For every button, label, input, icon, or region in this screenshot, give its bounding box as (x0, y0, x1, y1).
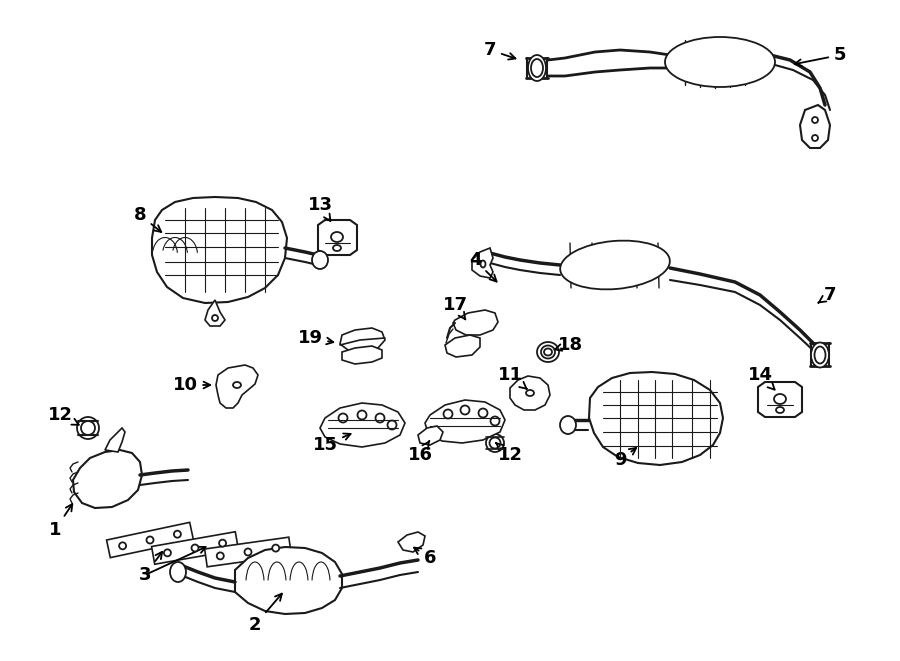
Ellipse shape (233, 382, 241, 388)
Polygon shape (445, 335, 480, 357)
Text: 10: 10 (173, 376, 211, 394)
Text: 3: 3 (139, 552, 162, 584)
Ellipse shape (312, 251, 328, 269)
Polygon shape (800, 105, 830, 148)
Ellipse shape (147, 537, 154, 543)
Ellipse shape (272, 545, 279, 551)
Text: 13: 13 (308, 196, 332, 221)
Text: 6: 6 (414, 547, 436, 567)
Ellipse shape (192, 545, 199, 551)
Ellipse shape (812, 135, 818, 141)
Ellipse shape (481, 260, 485, 268)
Text: 18: 18 (554, 336, 582, 354)
Text: 9: 9 (614, 448, 636, 469)
Polygon shape (106, 522, 194, 558)
Ellipse shape (77, 417, 99, 439)
Polygon shape (472, 248, 493, 278)
Polygon shape (73, 450, 142, 508)
Text: 19: 19 (298, 329, 333, 347)
Ellipse shape (812, 117, 818, 123)
Text: 4: 4 (469, 251, 497, 282)
Text: 7: 7 (484, 41, 516, 59)
Polygon shape (216, 365, 258, 408)
Text: 15: 15 (312, 434, 351, 454)
Text: 12: 12 (48, 406, 79, 425)
Polygon shape (235, 547, 342, 614)
Ellipse shape (528, 55, 546, 81)
Ellipse shape (537, 342, 559, 362)
Polygon shape (318, 220, 357, 255)
Polygon shape (342, 346, 382, 364)
Polygon shape (340, 328, 385, 352)
Ellipse shape (170, 562, 186, 582)
Ellipse shape (526, 390, 534, 396)
Text: 11: 11 (498, 366, 526, 389)
Text: 7: 7 (818, 286, 836, 304)
Polygon shape (205, 300, 225, 326)
Polygon shape (425, 400, 505, 443)
Text: 8: 8 (134, 206, 161, 232)
Polygon shape (589, 372, 723, 465)
Text: 16: 16 (408, 441, 433, 464)
Ellipse shape (560, 416, 576, 434)
Text: 17: 17 (443, 296, 467, 319)
Ellipse shape (219, 539, 226, 547)
Polygon shape (151, 531, 238, 564)
Polygon shape (510, 376, 550, 410)
Ellipse shape (174, 531, 181, 537)
Text: 12: 12 (496, 443, 523, 464)
Polygon shape (320, 403, 405, 447)
Polygon shape (453, 310, 498, 335)
Text: 1: 1 (49, 504, 72, 539)
Ellipse shape (119, 542, 126, 549)
Polygon shape (105, 428, 125, 452)
Ellipse shape (560, 241, 670, 290)
Polygon shape (152, 197, 287, 303)
Ellipse shape (212, 315, 218, 321)
Polygon shape (418, 426, 443, 445)
Polygon shape (204, 537, 292, 567)
Ellipse shape (164, 549, 171, 557)
Ellipse shape (245, 549, 251, 555)
Ellipse shape (217, 553, 224, 559)
Text: 5: 5 (795, 46, 846, 66)
Text: 2: 2 (248, 594, 282, 634)
Text: 14: 14 (748, 366, 775, 390)
Ellipse shape (486, 434, 504, 452)
Ellipse shape (665, 37, 775, 87)
Polygon shape (398, 532, 425, 552)
Ellipse shape (811, 342, 829, 368)
Polygon shape (758, 382, 802, 417)
